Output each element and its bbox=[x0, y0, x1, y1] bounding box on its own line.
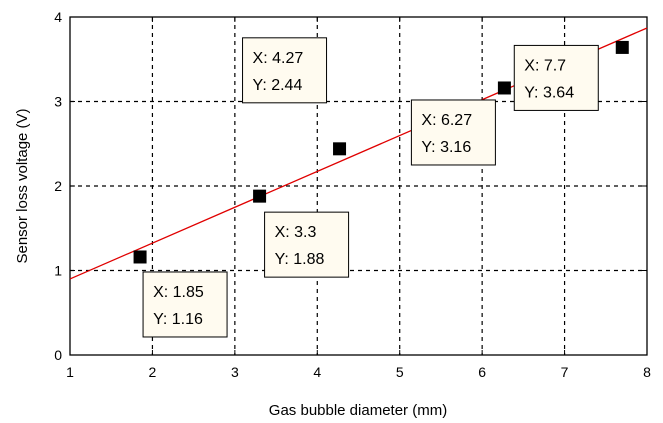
y-tick-label: 0 bbox=[54, 347, 62, 363]
datatip-x-value: X: 4.27 bbox=[253, 50, 304, 67]
data-point bbox=[333, 142, 347, 156]
datatips: X: 1.85 Y: 1.16 X: 3.3 Y: 1.88 X: 4.27 Y: 2.4… bbox=[142, 37, 599, 338]
datatip: X: 3.3 Y: 1.88 bbox=[264, 211, 350, 278]
datatip-box bbox=[513, 44, 599, 111]
datatip: X: 1.85 Y: 1.16 bbox=[142, 271, 228, 338]
x-axis-label: Gas bubble diameter (mm) bbox=[269, 402, 447, 419]
datatip-box bbox=[242, 37, 328, 104]
data-point bbox=[497, 81, 511, 95]
datatip-box bbox=[410, 99, 496, 166]
y-tick-label: 2 bbox=[54, 178, 62, 194]
x-tick-label: 5 bbox=[396, 364, 404, 380]
x-tick-label: 4 bbox=[313, 364, 321, 380]
datatip-y-value: Y: 2.44 bbox=[253, 77, 303, 94]
datatip-y-value: Y: 3.16 bbox=[421, 139, 471, 156]
y-axis-label: Sensor loss voltage (V) bbox=[14, 108, 31, 263]
data-point bbox=[133, 250, 147, 264]
y-tick-label: 3 bbox=[54, 94, 62, 110]
data-point bbox=[253, 189, 267, 203]
datatip-box bbox=[264, 211, 350, 278]
datatip-y-value: Y: 1.16 bbox=[153, 311, 203, 328]
data-point bbox=[615, 40, 629, 54]
y-tick-label: 4 bbox=[54, 9, 62, 25]
x-tick-label: 2 bbox=[149, 364, 157, 380]
y-tick-label: 1 bbox=[54, 263, 62, 279]
datatip-y-value: Y: 3.64 bbox=[524, 84, 574, 101]
x-tick-label: 8 bbox=[643, 364, 651, 380]
x-tick-label: 6 bbox=[478, 364, 486, 380]
datatip-box bbox=[142, 271, 228, 338]
datatip-x-value: X: 3.3 bbox=[275, 224, 317, 241]
x-tick-label: 3 bbox=[231, 364, 239, 380]
x-tick-label: 1 bbox=[66, 364, 74, 380]
datatip: X: 7.7 Y: 3.64 bbox=[513, 44, 599, 111]
x-tick-label: 7 bbox=[561, 364, 569, 380]
data-points bbox=[133, 40, 629, 264]
datatip-x-value: X: 7.7 bbox=[524, 57, 566, 74]
datatip-y-value: Y: 1.88 bbox=[275, 251, 325, 268]
datatip: X: 4.27 Y: 2.44 bbox=[242, 37, 328, 104]
datatip-x-value: X: 1.85 bbox=[153, 284, 204, 301]
datatip-x-value: X: 6.27 bbox=[421, 112, 472, 129]
datatip: X: 6.27 Y: 3.16 bbox=[410, 99, 496, 166]
